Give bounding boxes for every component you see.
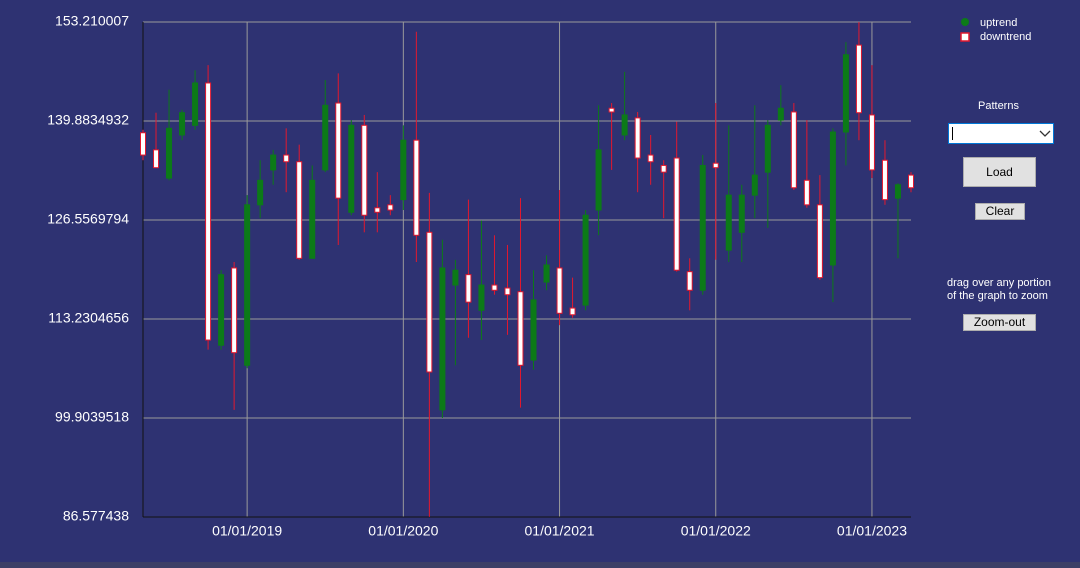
y-tick-label: 113.2304656 [48,310,129,326]
candle-body [400,139,407,201]
candle-body [140,132,146,156]
candle-body [270,154,277,171]
candle-body [842,54,849,133]
candle-body [556,267,563,314]
x-tick-label: 01/01/2020 [368,523,438,539]
candle-body [543,264,550,283]
hint-line: drag over any portion [947,277,1051,289]
y-tick-label: 126.5569794 [47,211,129,227]
y-tick-label: 153.210007 [55,13,129,29]
legend-marker [960,32,970,42]
zoom-out-button[interactable]: Zoom-out [963,314,1036,331]
load-button[interactable]: Load [963,157,1036,187]
dropdown-arrow [1039,130,1051,137]
candle-body [764,124,771,173]
candle-body [699,164,706,291]
candle-body [751,174,758,196]
candle-body [361,124,368,216]
candle-body [569,307,576,316]
text-cursor [952,127,953,140]
candle-body [686,271,693,291]
patterns-dropdown[interactable] [948,123,1054,144]
candle-body [283,154,290,163]
candle-body [309,179,316,259]
candle-body [634,117,641,159]
candle-body [179,112,186,136]
candle-body [660,164,667,173]
candle-body [205,82,212,341]
candle-body [374,207,381,213]
candle-body [244,204,251,366]
candle-body [608,107,615,113]
candle-body [478,284,485,311]
candle-body [387,204,394,211]
x-tick-label: 01/01/2019 [212,523,282,539]
candle-body [413,139,420,236]
candle-body [426,231,433,373]
zoom-hint: drag over any portion of the graph to zo… [947,277,1051,303]
candle-body [894,184,901,199]
x-tick-label: 01/01/2023 [837,523,907,539]
legend-label: downtrend [980,31,1031,43]
candle-body [855,44,862,114]
candle-body [530,299,537,361]
candle-body [738,194,745,233]
candle-body [166,127,173,179]
candle-body [790,111,797,189]
legend-label: uptrend [980,17,1017,29]
candle-body [231,267,238,354]
candle-body [296,161,303,259]
status-strip [0,562,1080,568]
candle-body [803,179,810,206]
candle-body [829,131,836,266]
candle-body [335,102,342,199]
candle-body [816,204,823,279]
candle-body [673,157,680,271]
clear-button[interactable]: Clear [975,203,1025,220]
y-tick-label: 139.8834932 [47,112,129,128]
candle-body [647,154,654,163]
candle-body [517,291,524,366]
candle-body [439,267,446,411]
candle-body [218,274,225,346]
candle-body [908,174,914,189]
candle-body [465,274,472,303]
patterns-label: Patterns [978,100,1019,112]
candle-body [712,162,719,169]
candle-body [192,82,199,126]
candle-body [491,284,498,291]
candle-body [348,124,355,213]
legend-marker [961,18,969,26]
candle-body [504,287,511,296]
candle-body [452,269,459,286]
x-tick-label: 01/01/2021 [525,523,595,539]
candle-body [595,149,602,211]
hint-line: of the graph to zoom [947,290,1048,302]
candle-body [582,214,589,306]
candle-body [725,194,732,251]
candle-body [881,159,888,201]
candle-body [257,179,264,206]
x-tick-label: 01/01/2022 [681,523,751,539]
y-tick-label: 86.577438 [63,508,129,524]
candle-body [153,149,160,169]
candle-body [777,107,784,121]
candle-body [868,114,875,171]
candle-body [322,104,329,171]
y-tick-label: 99.9039518 [55,409,129,425]
candle-body [621,114,628,136]
